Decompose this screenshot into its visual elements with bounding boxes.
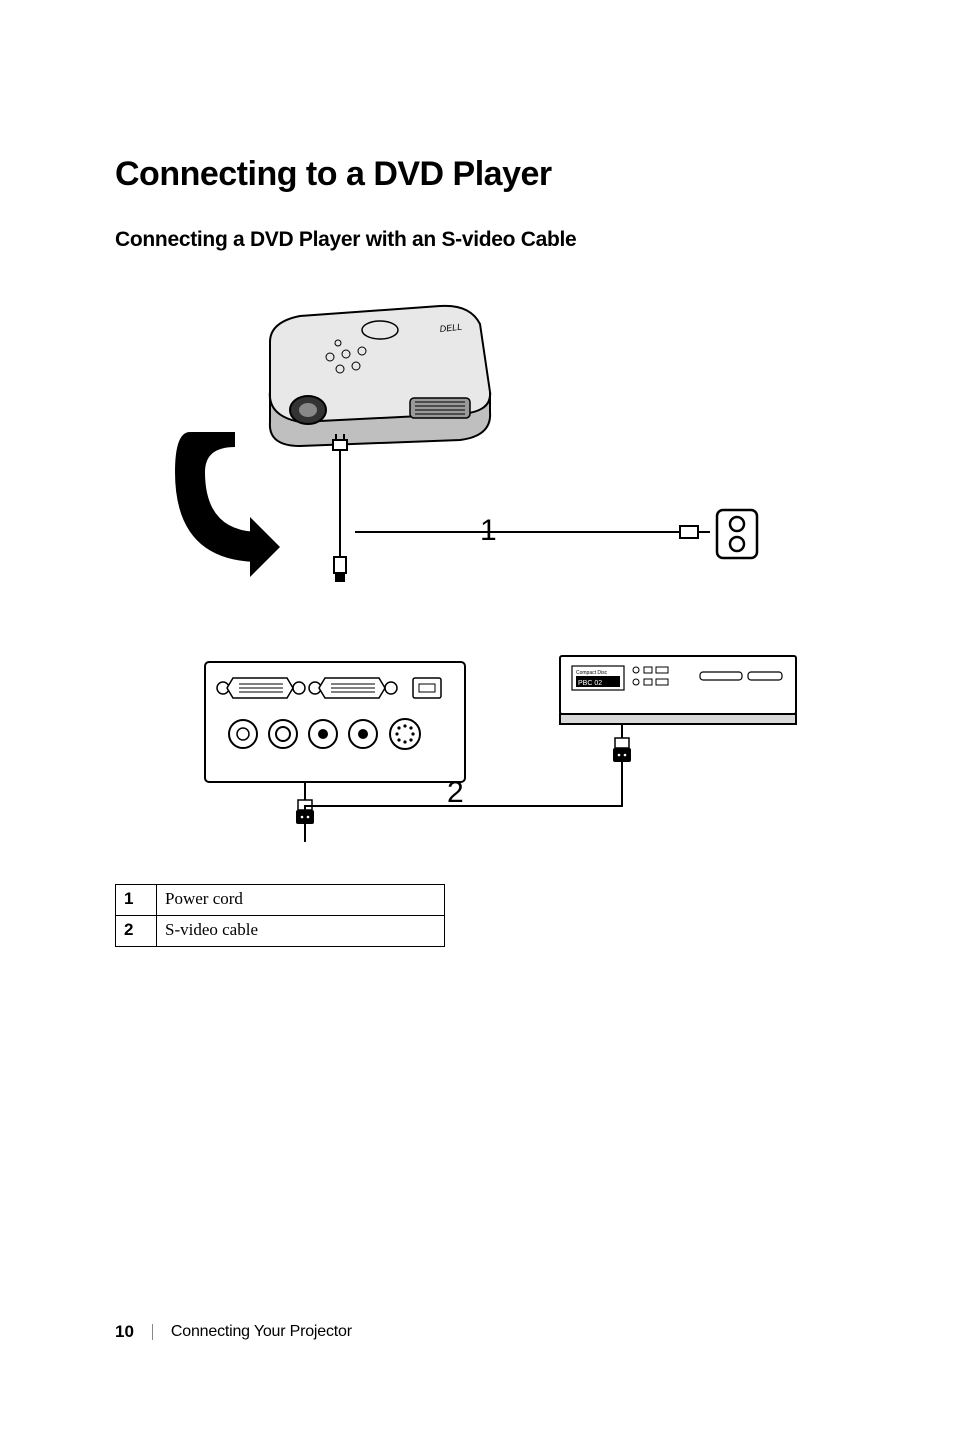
legend-table: 1 Power cord 2 S-video cable (115, 884, 445, 947)
legend-number: 2 (116, 916, 157, 947)
legend-number: 1 (116, 885, 157, 916)
footer-section: Connecting Your Projector (171, 1323, 352, 1341)
connection-diagram: DELL (165, 282, 805, 842)
svg-text:PBC 02: PBC 02 (578, 680, 602, 687)
svg-text:Compact Disc: Compact Disc (576, 670, 608, 676)
legend-label: S-video cable (157, 916, 445, 947)
page-number: 10 (115, 1322, 134, 1342)
section-title: Connecting a DVD Player with an S-video … (115, 228, 854, 252)
table-row: 2 S-video cable (116, 916, 445, 947)
page-title: Connecting to a DVD Player (115, 155, 854, 194)
page: Connecting to a DVD Player Connecting a … (0, 0, 954, 1432)
footer-separator (152, 1324, 153, 1340)
diagram-label-2: 2 (447, 776, 464, 809)
legend-label: Power cord (157, 885, 445, 916)
table-row: 1 Power cord (116, 885, 445, 916)
diagram-label-1: 1 (480, 514, 497, 547)
page-footer: 10 Connecting Your Projector (115, 1322, 352, 1342)
